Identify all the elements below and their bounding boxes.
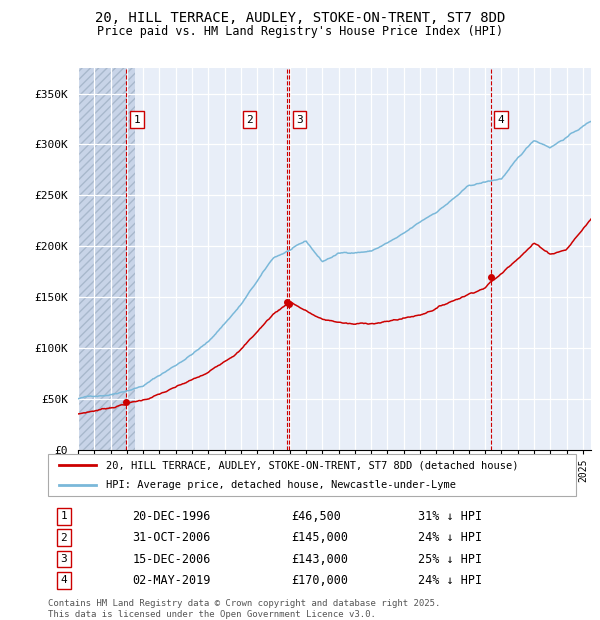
Text: £46,500: £46,500 bbox=[291, 510, 341, 523]
Text: 1: 1 bbox=[134, 115, 140, 125]
Bar bbox=[78, 68, 135, 450]
Text: 2: 2 bbox=[246, 115, 253, 125]
Text: Price paid vs. HM Land Registry's House Price Index (HPI): Price paid vs. HM Land Registry's House … bbox=[97, 25, 503, 38]
Text: £170,000: £170,000 bbox=[291, 574, 348, 587]
Text: 20, HILL TERRACE, AUDLEY, STOKE-ON-TRENT, ST7 8DD: 20, HILL TERRACE, AUDLEY, STOKE-ON-TRENT… bbox=[95, 11, 505, 25]
Text: £143,000: £143,000 bbox=[291, 552, 348, 565]
Text: HPI: Average price, detached house, Newcastle-under-Lyme: HPI: Average price, detached house, Newc… bbox=[106, 480, 456, 490]
Text: Contains HM Land Registry data © Crown copyright and database right 2025.
This d: Contains HM Land Registry data © Crown c… bbox=[48, 600, 440, 619]
Text: 1: 1 bbox=[61, 512, 67, 521]
Text: 31% ↓ HPI: 31% ↓ HPI bbox=[418, 510, 482, 523]
Text: 24% ↓ HPI: 24% ↓ HPI bbox=[418, 574, 482, 587]
Text: 20-DEC-1996: 20-DEC-1996 bbox=[133, 510, 211, 523]
Text: 3: 3 bbox=[61, 554, 67, 564]
Text: 31-OCT-2006: 31-OCT-2006 bbox=[133, 531, 211, 544]
Text: 3: 3 bbox=[296, 115, 303, 125]
Text: 2: 2 bbox=[61, 533, 67, 542]
Text: 02-MAY-2019: 02-MAY-2019 bbox=[133, 574, 211, 587]
Text: 15-DEC-2006: 15-DEC-2006 bbox=[133, 552, 211, 565]
Text: £145,000: £145,000 bbox=[291, 531, 348, 544]
Text: 4: 4 bbox=[498, 115, 505, 125]
Text: 24% ↓ HPI: 24% ↓ HPI bbox=[418, 531, 482, 544]
Text: 20, HILL TERRACE, AUDLEY, STOKE-ON-TRENT, ST7 8DD (detached house): 20, HILL TERRACE, AUDLEY, STOKE-ON-TRENT… bbox=[106, 460, 518, 470]
Text: 25% ↓ HPI: 25% ↓ HPI bbox=[418, 552, 482, 565]
Text: 4: 4 bbox=[61, 575, 67, 585]
